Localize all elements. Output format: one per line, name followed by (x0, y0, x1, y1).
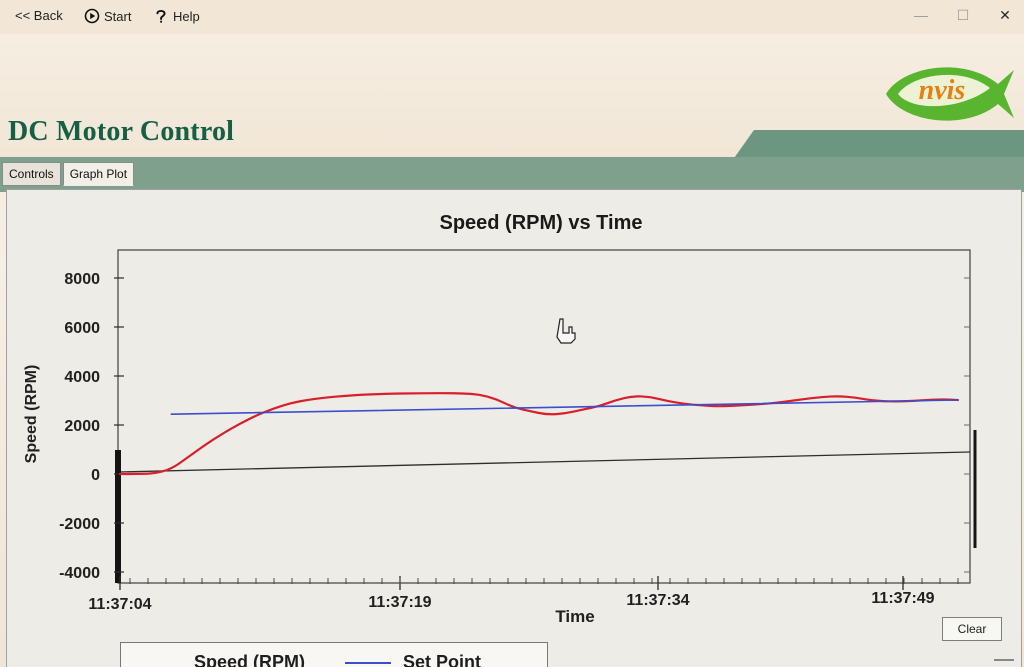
window-controls: — ☐ ✕ (914, 7, 1012, 24)
x-tick-label-1: 11:37:19 (368, 594, 431, 611)
y-tick-label-0: 8000 (64, 271, 100, 288)
back-button[interactable]: << Back (15, 8, 63, 23)
help-icon (153, 8, 169, 24)
series-line-speed (118, 392, 960, 476)
series-line-set-point (170, 399, 959, 416)
help-button[interactable]: Help (153, 8, 200, 24)
page-title: DC Motor Control (8, 116, 235, 147)
play-icon (84, 8, 100, 24)
minimize-button[interactable]: — (914, 7, 928, 23)
y-tick-label-6: -4000 (59, 565, 100, 582)
x-tick-label-2: 11:37:34 (626, 592, 689, 609)
y-tick-label-5: -2000 (59, 516, 100, 533)
brand-logo: nvis (886, 67, 1014, 121)
clear-button[interactable]: Clear (942, 617, 1002, 641)
legend-swatch-set-point (345, 661, 391, 664)
zero-baseline (117, 451, 971, 473)
legend-label-speed: Speed (RPM) (194, 652, 306, 667)
graph-panel (6, 189, 1022, 667)
y-axis-label: Speed (RPM) (23, 365, 40, 464)
chart-title: Speed (RPM) vs Time (439, 212, 642, 234)
legend-item-set-point: Set Point (345, 652, 481, 667)
x-tick-label-0: 11:37:04 (88, 596, 151, 613)
y-tick-label-2: 4000 (64, 369, 100, 386)
close-button[interactable]: ✕ (999, 7, 1011, 23)
scroll-indicator (994, 659, 1014, 661)
back-label: << Back (15, 8, 63, 23)
maximize-button[interactable]: ☐ (956, 7, 970, 23)
y-tick-label-3: 2000 (64, 418, 100, 435)
x-axis-label: Time (555, 607, 594, 626)
tab-graph-plot[interactable]: Graph Plot (62, 162, 135, 186)
y-tick-label-4: 0 (91, 467, 100, 484)
legend-label-set-point: Set Point (403, 652, 482, 667)
plot-area (117, 249, 971, 584)
x-tick-label-3: 11:37:49 (871, 590, 934, 607)
header-teal-band (0, 157, 1024, 192)
start-label: Start (104, 8, 132, 24)
tab-bar: Controls Graph Plot (2, 162, 135, 186)
chart-legend: Speed (RPM) Set Point (120, 642, 548, 667)
legend-item-speed: Speed (RPM) (194, 652, 305, 667)
logo-text: nvis (919, 75, 966, 106)
help-label: Help (173, 8, 200, 24)
y-tick-label-1: 6000 (64, 320, 100, 337)
tab-controls[interactable]: Controls (2, 162, 61, 186)
cursor-icon (556, 318, 576, 344)
start-button[interactable]: Start (84, 8, 131, 24)
